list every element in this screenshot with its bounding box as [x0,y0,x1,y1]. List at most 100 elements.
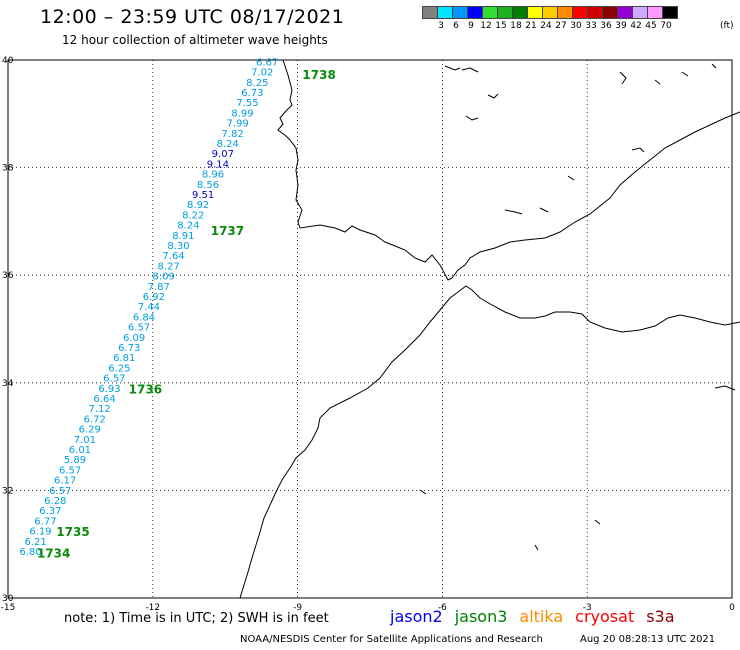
satellite-name: jason2 [390,607,443,626]
track-value: 7.64 [162,251,184,262]
track-value: 8.22 [182,210,204,221]
track-value: 6.92 [143,292,165,303]
legend-label: 12 [480,21,492,31]
island-14 [714,385,736,391]
credit-line: NOAA/NESDIS Center for Satellite Applica… [240,634,543,645]
satellite-legend: jason2 jason3 altika cryosat s3a [390,607,687,626]
track-value: 8.24 [217,139,239,150]
island-10 [567,175,575,181]
island-9 [539,207,549,213]
island-5 [619,71,627,85]
lon-tick-label: -9 [293,603,302,613]
track-value: 9.07 [212,149,234,160]
legend-label: 39 [615,21,627,31]
track-value: 8.99 [231,108,253,119]
track-value: 9.14 [207,159,229,170]
satellite-name: s3a [646,607,675,626]
satellite-name: jason3 [454,607,508,626]
track-value: 8.92 [187,200,209,211]
track-value: 6.84 [133,312,155,323]
pass-label: 1738 [302,68,335,82]
iberia-coast [277,59,740,281]
legend-label: 3 [438,21,444,31]
track-value: 6.67 [256,57,278,68]
track-value: 6.21 [24,537,46,548]
legend-label: 9 [468,21,474,31]
lat-tick-label: 30 [2,594,14,604]
track-value: 8.27 [157,261,179,272]
track-value: 6.81 [113,353,135,364]
track-value: 7.02 [251,68,273,79]
grid-lines [7,59,733,599]
track-value: 7.44 [138,302,160,313]
track-value: 6.57 [49,486,71,497]
lat-tick-label: 32 [2,486,13,496]
track-value: 8.09 [153,272,175,283]
footer-note: note: 1) Time is in UTC; 2) SWH is in fe… [64,611,329,626]
pass-label: 1735 [56,525,89,539]
satellite-track: 6.677.028.256.737.558.997.997.828.249.07… [20,57,279,558]
track-value: 6.64 [93,394,115,405]
map-frame [7,59,733,599]
coastline [239,59,740,599]
chart-subtitle: 12 hour collection of altimeter wave hei… [62,33,328,47]
pass-labels: 1738 1737 1736 1735 1734 [37,68,336,561]
track-value: 6.01 [69,445,91,456]
track-value: 6.77 [34,516,56,527]
island-12 [534,544,539,551]
track-value: 8.91 [172,231,194,242]
track-value: 6.57 [103,374,125,385]
track-value: 7.01 [74,435,96,446]
lon-tick-label: -15 [1,603,16,613]
legend-label: 27 [555,21,567,31]
track-value: 6.57 [59,465,81,476]
island-15 [681,71,689,77]
satellite-name: cryosat [575,607,635,626]
pass-label: 1734 [37,547,70,561]
axis-labels: -15 -12 -9 -6 -3 0 40 38 36 34 32 30 [1,56,735,613]
track-value: 6.93 [98,384,120,395]
track-value: 8.25 [246,78,268,89]
track-value: 6.19 [29,527,51,538]
lat-tick-label: 36 [2,271,14,281]
track-value: 8.24 [177,221,199,232]
legend-label: 18 [510,21,522,31]
pass-label: 1736 [129,383,162,397]
track-value: 8.96 [202,170,224,181]
track-value: 5.89 [64,455,86,466]
lat-tick-label: 38 [2,164,14,174]
track-value: 6.57 [128,323,150,334]
color-legend: (ft) 3 6 9 12 15 18 21 24 27 30 33 36 39 42 45 70 [422,6,734,33]
lat-tick-label: 34 [2,379,14,389]
track-value: 8.30 [167,241,189,252]
island-8 [504,209,523,215]
legend-label: 6 [453,21,459,31]
lon-tick-label: 0 [729,603,735,613]
island-2 [461,67,479,73]
lon-tick-label: -12 [145,603,160,613]
island-6 [654,79,661,85]
lon-tick-label: -3 [583,603,592,613]
legend-label: 70 [660,21,672,31]
satellite-name: altika [519,607,564,626]
track-value: 9.51 [192,190,214,201]
timestamp: Aug 20 08:28:13 UTC 2021 [580,634,716,645]
track-value: 7.55 [236,98,258,109]
legend-label: 30 [570,21,582,31]
island-3 [487,93,499,99]
island-4 [465,115,479,121]
legend-label: 24 [540,21,552,31]
legend-label: 36 [600,21,612,31]
legend-swatches [422,6,678,19]
chart-title: 12:00 – 23:59 UTC 08/17/2021 [40,6,345,28]
pass-label: 1737 [211,224,244,238]
track-value: 7.99 [226,119,248,130]
track-value: 6.80 [20,547,42,558]
island-13 [419,489,427,495]
track-value: 6.17 [54,476,76,487]
africa-coast [239,285,740,599]
track-value: 7.82 [222,129,244,140]
track-value: 6.73 [241,88,263,99]
track-value: 8.56 [197,180,219,191]
